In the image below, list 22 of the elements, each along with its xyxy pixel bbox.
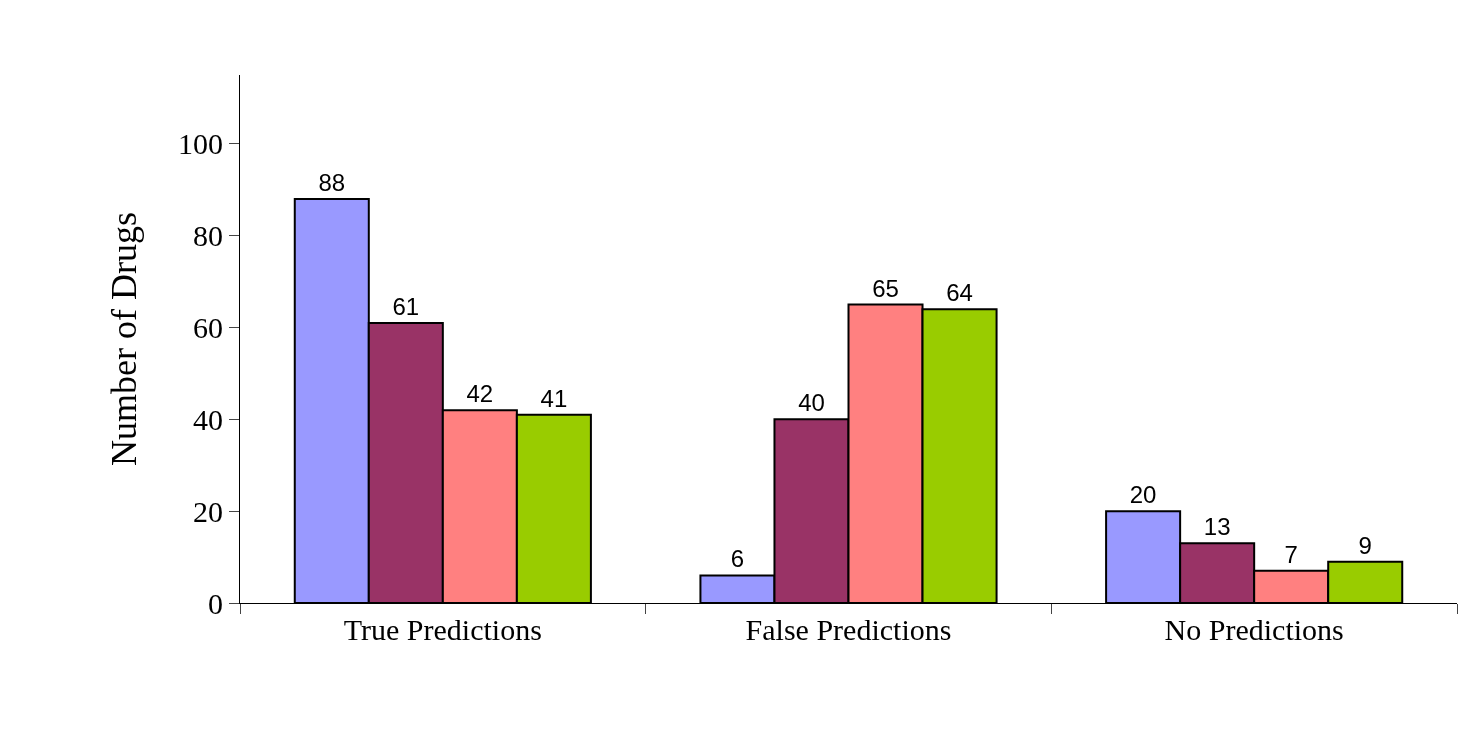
y-tick-label: 20 [193, 494, 223, 528]
y-tick-label: 80 [193, 219, 223, 253]
x-tick-label: False Predictions [745, 613, 952, 646]
data-label: 42 [466, 380, 494, 408]
y-axis-title: Number of Drugs [103, 212, 144, 466]
data-label: 9 [1358, 531, 1372, 559]
data-label: 61 [392, 292, 420, 320]
y-tick-label: 0 [208, 586, 223, 620]
data-label: 20 [1129, 481, 1157, 509]
y-tick-label: 60 [193, 311, 223, 345]
data-label: 6 [730, 545, 745, 573]
y-tick-label: 40 [193, 402, 223, 436]
data-label: 65 [872, 274, 899, 302]
y-tick-label: 100 [178, 127, 223, 161]
x-tick-label: No Predictions [1164, 613, 1344, 646]
data-label: 88 [318, 168, 346, 196]
data-label: 7 [1284, 540, 1298, 568]
data-label: 13 [1203, 513, 1231, 541]
data-label: 40 [798, 389, 825, 417]
data-label: 64 [946, 279, 973, 307]
data-label: 41 [540, 384, 568, 412]
x-tick-label: True Predictions [343, 613, 542, 646]
